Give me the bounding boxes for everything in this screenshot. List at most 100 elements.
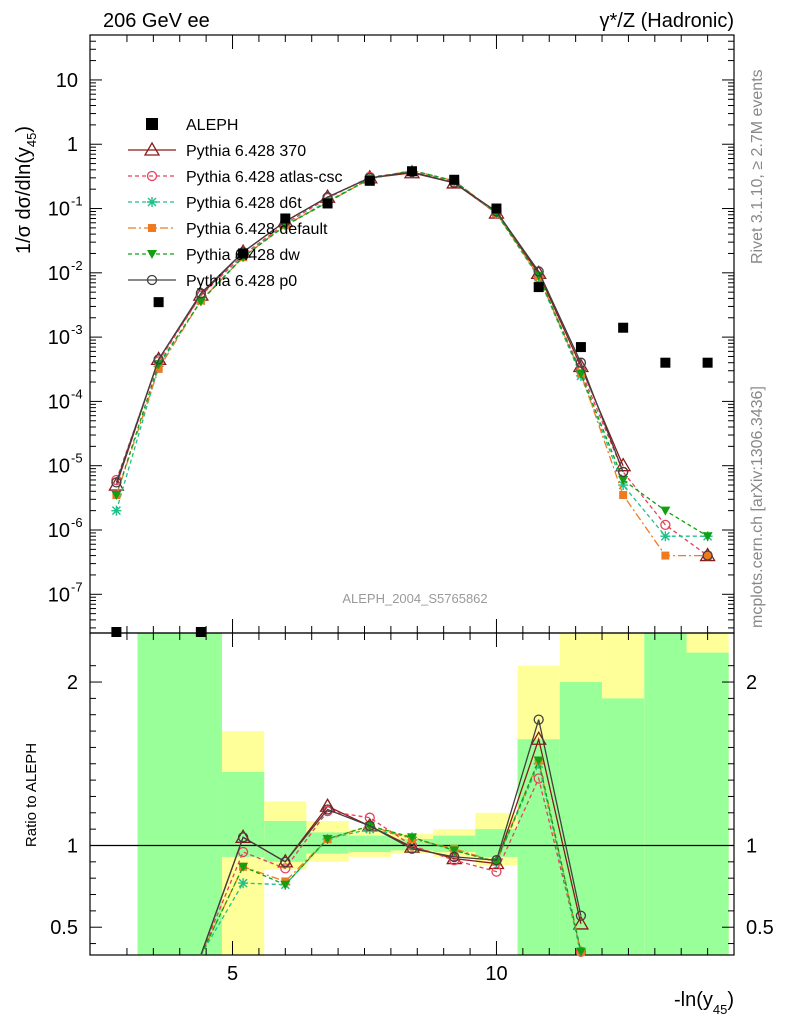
- main-point: [195, 297, 206, 307]
- ratio-point: [237, 846, 249, 858]
- y-axis-label-main: 1/σ dσ/dln(y45): [13, 126, 39, 254]
- ratio-point: [237, 832, 249, 843]
- y-tick-label-exp: -5: [71, 451, 83, 466]
- main-point: [703, 551, 712, 560]
- ratio-uncertainty-bands: [137, 633, 729, 955]
- y-tick-label-main: 10: [48, 456, 70, 478]
- main-point: [533, 266, 544, 277]
- legend-marker-4: [147, 250, 157, 259]
- aleph-point: [153, 297, 164, 308]
- main-line-4: [115, 169, 708, 537]
- y-tick-label-ratio-right: 2: [746, 672, 757, 694]
- ratio-point: [491, 855, 502, 866]
- ratio-point: [533, 756, 544, 766]
- aleph-point: [364, 175, 375, 186]
- main-point: [702, 550, 713, 561]
- y-tick-label-exp: -1: [71, 194, 83, 209]
- ratio-point: [280, 880, 291, 890]
- green-band-1: [221, 771, 265, 857]
- ratio-point: [322, 834, 333, 844]
- ratio-point: [449, 851, 460, 863]
- y-tick-label-ratio-right: 1: [746, 835, 757, 857]
- ratio-point: [280, 856, 291, 867]
- aleph-point: [280, 213, 291, 224]
- green-band-9: [559, 682, 603, 955]
- aleph-point: [575, 342, 586, 353]
- main-point: [660, 506, 671, 516]
- main-point: [618, 475, 629, 485]
- y-tick-label-main: 10: [48, 584, 70, 606]
- aleph-point: [238, 248, 249, 259]
- aleph-point: [195, 627, 206, 637]
- y-tick-label-exp: -2: [71, 258, 83, 273]
- y-tick-label-main: 10: [48, 199, 70, 221]
- header-right-title: γ*/Z (Hadronic): [600, 10, 734, 32]
- legend-label-1: Pythia 6.428 atlas-csc: [186, 169, 343, 186]
- legend: ALEPH Pythia 6.428 370 Pythia 6.428 atlas-…: [128, 117, 343, 290]
- green-band-8: [517, 739, 560, 955]
- main-point: [702, 532, 713, 542]
- legend-label-5: Pythia 6.428 p0: [186, 273, 297, 290]
- green-band-4: [348, 835, 391, 853]
- ratio-point: [533, 773, 544, 784]
- ratio-line-4: [200, 758, 582, 956]
- y-tick-label-exp: -6: [71, 515, 83, 530]
- x-tick-label: 10: [485, 963, 507, 985]
- ratio-point: [364, 820, 375, 832]
- aleph-point: [449, 174, 460, 185]
- green-band-12: [686, 652, 729, 955]
- legend-label-2: Pythia 6.428 d6t: [186, 195, 302, 212]
- main-point: [195, 288, 207, 299]
- main-point: [661, 551, 670, 560]
- aleph-point: [660, 357, 671, 368]
- x-tick-label: 5: [227, 963, 238, 985]
- legend-label-aleph: ALEPH: [186, 117, 238, 134]
- header-left-title: 206 GeV ee: [103, 10, 210, 32]
- ratio-plot-frame: [89, 632, 735, 956]
- ratio-line-1: [200, 776, 582, 956]
- ratio-point: [449, 855, 460, 866]
- main-point: [111, 505, 122, 516]
- y-tick-label-main: 10: [48, 263, 70, 285]
- main-point: [617, 466, 629, 478]
- green-band-0: [137, 633, 222, 955]
- legend-marker-2: [147, 197, 157, 207]
- main-point: [660, 531, 671, 542]
- ratio-point: [575, 947, 586, 957]
- ratio-point: [322, 804, 333, 815]
- y-tick-label-main: 10: [48, 520, 70, 542]
- ratio-series-layer: [200, 714, 590, 957]
- legend-marker-3: [148, 224, 156, 232]
- legend-label-0: Pythia 6.428 370: [186, 143, 306, 160]
- aleph-data-points: [111, 166, 713, 637]
- ratio-point: [575, 910, 587, 921]
- green-band-11: [644, 633, 687, 955]
- green-band-10: [602, 698, 645, 955]
- y-tick-label-main: 10: [48, 327, 70, 349]
- ratio-point: [238, 862, 249, 872]
- aleph-point: [491, 203, 502, 214]
- ratio-line-5: [200, 719, 582, 956]
- aleph-point: [407, 166, 417, 177]
- ratio-point: [407, 833, 417, 843]
- main-point: [660, 519, 671, 531]
- ratio-point: [280, 863, 291, 874]
- legend-label-3: Pythia 6.428 default: [186, 221, 328, 238]
- aleph-point: [618, 322, 629, 333]
- main-point: [575, 357, 587, 368]
- legend-marker-1: [146, 170, 158, 182]
- x-axis-label: -ln(y45): [674, 989, 734, 1017]
- aleph-point: [111, 627, 122, 637]
- y-tick-label-exp: -4: [71, 386, 83, 401]
- ratio-point: [491, 866, 502, 877]
- y-tick-label-ratio: 0.5: [50, 917, 78, 939]
- legend-marker-aleph: [146, 118, 158, 130]
- y-axis-label-ratio: Ratio to ALEPH: [23, 743, 40, 847]
- aleph-point: [533, 282, 544, 293]
- ratio-point: [406, 843, 418, 854]
- aleph-point: [322, 198, 333, 209]
- analysis-watermark: ALEPH_2004_S5765862: [342, 591, 487, 606]
- legend-marker-0: [143, 141, 161, 156]
